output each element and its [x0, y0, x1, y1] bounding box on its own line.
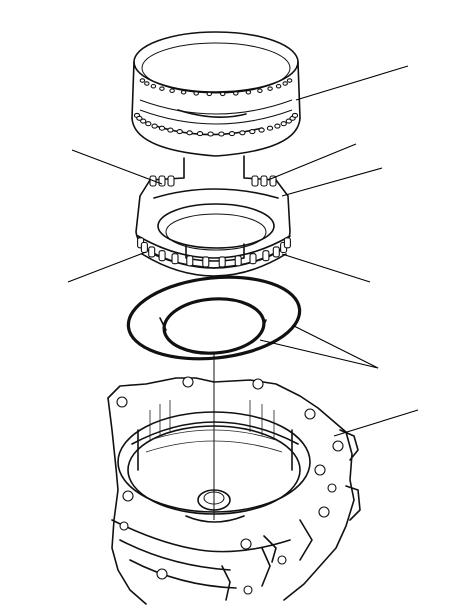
drum-hole — [257, 88, 263, 93]
drum-hole — [169, 88, 175, 93]
drum-tooth — [202, 256, 210, 268]
drum-tooth — [251, 175, 259, 187]
drum-hole — [180, 90, 187, 95]
drum-hole — [193, 91, 199, 96]
drum-tooth — [167, 175, 175, 187]
drum-tooth — [218, 256, 226, 268]
drum-hole — [176, 129, 183, 135]
drum-hole — [144, 81, 150, 86]
drum-hole — [139, 78, 146, 83]
drum-hole — [145, 121, 152, 127]
drum-tooth — [171, 253, 179, 265]
drum-hole — [159, 86, 165, 91]
drum-hole — [207, 131, 214, 137]
drum-hole — [266, 125, 274, 131]
drum-hole — [233, 91, 239, 96]
drum-hole — [218, 131, 225, 137]
drum-hole — [245, 90, 252, 95]
drum-hole — [274, 123, 281, 129]
drum-hole — [239, 130, 246, 136]
upper-drum-ring — [131, 31, 301, 157]
drum-tooth — [148, 246, 156, 258]
leader-case — [333, 409, 419, 437]
drum-hole — [167, 127, 174, 133]
drum-hole — [285, 118, 292, 124]
drum-tooth — [186, 255, 194, 267]
leader-lines — [67, 65, 419, 437]
drum-hole — [249, 129, 256, 135]
drum-hole — [228, 131, 236, 137]
leader-drum-lower-right — [281, 253, 371, 283]
drum-hole — [267, 86, 273, 91]
drum-tooth — [158, 175, 166, 187]
drum-hole — [219, 91, 226, 97]
drum-hole — [206, 91, 213, 97]
drum-tooth — [158, 250, 166, 262]
drum-hole — [150, 83, 157, 89]
leader-plate-outer — [293, 325, 379, 369]
drum-hole — [151, 123, 158, 129]
drum-hole — [258, 127, 265, 133]
drum-tooth — [283, 237, 291, 249]
drum-tooth — [140, 241, 148, 254]
drum-tooth — [249, 253, 257, 265]
leader-drum-lower-left — [67, 251, 147, 283]
plate-ring-pair — [126, 275, 302, 361]
drum-hole — [280, 121, 287, 127]
leader-drum-outer — [281, 167, 383, 197]
drum-tooth — [272, 246, 280, 258]
drum-hole — [140, 118, 147, 124]
drum-hole — [286, 78, 293, 83]
drum-hole — [186, 130, 193, 136]
leader-drum-right-tooth — [267, 143, 357, 181]
drum-tooth — [262, 250, 270, 262]
drum-hole — [136, 115, 143, 121]
leader-plate-inner — [259, 339, 379, 369]
drum-hole — [275, 83, 282, 89]
drum-hole — [282, 81, 288, 86]
drum-tooth — [234, 255, 242, 267]
clutch-drum — [135, 155, 291, 277]
drum-hole — [291, 112, 299, 118]
leader-drum-left-tooth — [71, 149, 163, 185]
drum-tooth — [260, 175, 268, 187]
leader-upper-drum — [295, 65, 409, 101]
drum-hole — [158, 125, 166, 131]
transmission-case — [107, 376, 361, 605]
drum-hole — [196, 131, 204, 137]
